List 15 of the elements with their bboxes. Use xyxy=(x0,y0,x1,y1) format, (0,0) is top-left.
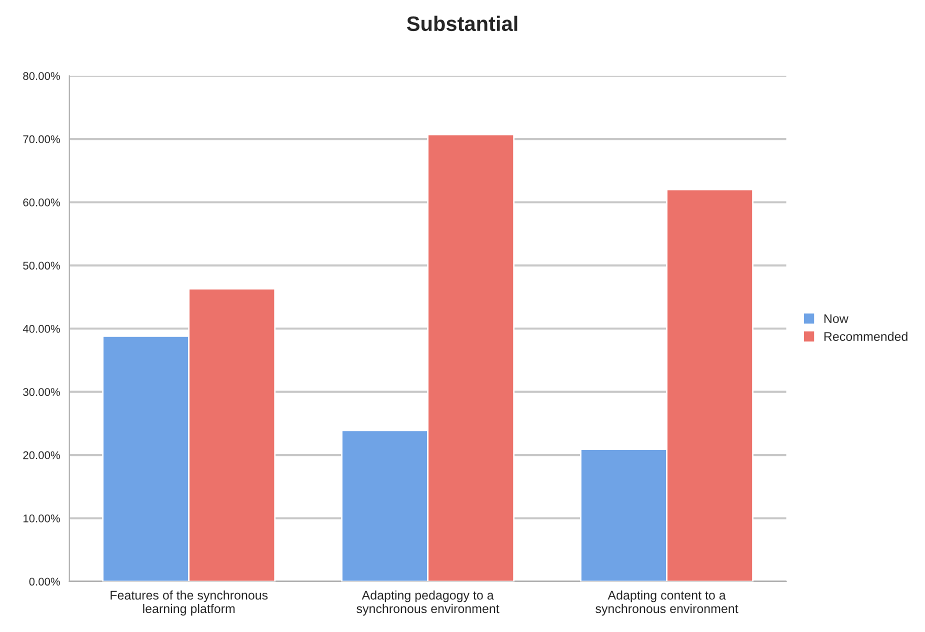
legend-label: Now xyxy=(824,314,848,324)
y-tick-label: 60.00% xyxy=(23,198,60,206)
x-tick-label: Adapting pedagogy to a synchronous environment xyxy=(356,590,500,616)
y-tick-label: 0.00% xyxy=(29,578,60,586)
y-tick-label: 30.00% xyxy=(23,388,60,396)
y-tick-label: 40.00% xyxy=(22,324,60,333)
y-tick-label: 80.00% xyxy=(23,72,60,80)
legend-label: Recommended xyxy=(824,332,908,341)
chart-title: Substantial xyxy=(406,16,518,32)
y-tick-label: 70.00% xyxy=(23,135,60,144)
x-tick-label: Adapting content to a synchronous environment xyxy=(596,590,738,616)
y-tick-label: 50.00% xyxy=(23,262,60,270)
y-tick-label: 10.00% xyxy=(24,514,60,522)
x-tick-label: Features of the synchronous learning platform xyxy=(110,590,268,616)
y-tick-label: 20.00% xyxy=(23,451,60,460)
